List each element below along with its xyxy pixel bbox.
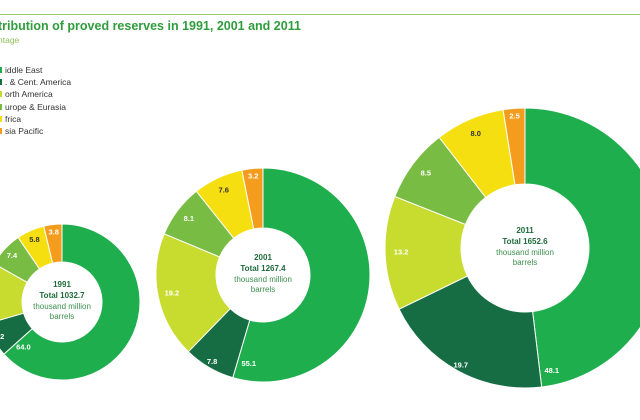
slice-2001-north-america — [155, 233, 231, 353]
legend-label-north-america: orth America — [5, 89, 53, 100]
legend-item-s-cent-america: . & Cent. America — [0, 76, 71, 88]
value-label-2001-europe-eurasia: 8.1 — [184, 214, 194, 223]
legend: iddle East . & Cent. America orth Americ… — [0, 64, 71, 137]
center-unit-line2-2011: barrels — [513, 258, 537, 267]
legend-item-asia-pacific: sia Pacific — [0, 125, 71, 137]
slice-1991-middle-east — [3, 223, 141, 381]
value-label-1991-asia-pacific: 3.8 — [49, 227, 59, 236]
donut-1991: 64.0 7.2 7.4 5.8 3.8 1991 Total 1032.7 thousand… — [0, 223, 141, 381]
legend-label-africa: frica — [5, 113, 22, 124]
value-label-2011-middle-east: 48.1 — [544, 366, 559, 375]
value-label-1991-s-cent-america: 7.2 — [0, 332, 4, 341]
legend-swatch-asia-pacific — [0, 128, 2, 135]
slice-2011-middle-east — [524, 107, 640, 388]
legend-item-africa: frica — [0, 113, 71, 125]
legend-item-north-america: orth America — [0, 88, 71, 100]
legend-swatch-africa — [0, 115, 2, 122]
legend-label-s-cent-america: . & Cent. America — [5, 77, 72, 88]
chart-title: tribution of proved reserves in 1991, 20… — [0, 19, 301, 33]
value-label-1991-africa: 5.8 — [29, 235, 39, 244]
legend-label-middle-east: iddle East — [5, 65, 43, 76]
donut-2001: 55.1 7.8 19.2 8.1 7.6 3.2 2001 Total 1267.4 thou… — [155, 167, 371, 383]
value-label-1991-europe-eurasia: 7.4 — [7, 251, 18, 260]
center-year-2011: 2011 — [516, 226, 534, 235]
header-rule — [0, 14, 640, 15]
legend-swatch-europe-eurasia — [0, 103, 2, 110]
center-total-2001: Total 1267.4 — [240, 264, 286, 273]
slice-2001-asia-pacific — [241, 167, 264, 230]
center-unit-line1-2011: thousand million — [496, 248, 554, 257]
legend-swatch-middle-east — [0, 67, 2, 74]
value-label-2011-north-america: 13.2 — [394, 248, 409, 257]
value-label-1991-middle-east: 64.0 — [16, 342, 31, 351]
center-year-1991: 1991 — [53, 280, 71, 289]
slice-2011-asia-pacific — [502, 107, 526, 186]
slice-1991-asia-pacific — [43, 223, 63, 264]
center-unit-line1-2001: thousand million — [234, 275, 292, 284]
legend-swatch-s-cent-america — [0, 79, 2, 86]
value-label-2001-africa: 7.6 — [219, 186, 229, 195]
center-unit-line2-2001: barrels — [251, 285, 275, 294]
slice-2011-s-cent-america — [398, 275, 543, 389]
center-total-1991: Total 1032.7 — [39, 291, 85, 300]
value-label-2011-asia-pacific: 2.5 — [509, 111, 519, 120]
legend-label-europe-eurasia: urope & Eurasia — [5, 101, 66, 112]
center-year-2001: 2001 — [254, 253, 272, 262]
legend-label-asia-pacific: sia Pacific — [5, 126, 44, 137]
value-label-2011-s-cent-america: 19.7 — [454, 361, 469, 370]
center-total-2011: Total 1652.6 — [502, 237, 548, 246]
donut-2011: 48.1 19.7 13.2 8.5 8.0 2.5 2011 Total 1652.6 tho… — [384, 107, 640, 389]
value-label-2001-s-cent-america: 7.8 — [207, 357, 217, 366]
legend-swatch-north-america — [0, 91, 2, 98]
slice-1991-north-america — [0, 266, 28, 321]
value-label-2011-africa: 8.0 — [471, 129, 481, 138]
legend-item-europe-eurasia: urope & Eurasia — [0, 101, 71, 113]
value-label-2011-europe-eurasia: 8.5 — [421, 169, 431, 178]
center-unit-line1-1991: thousand million — [33, 302, 91, 311]
center-unit-line2-1991: barrels — [50, 312, 74, 321]
value-label-2001-asia-pacific: 3.2 — [248, 171, 258, 180]
value-label-2001-north-america: 19.2 — [165, 289, 180, 298]
legend-item-middle-east: iddle East — [0, 64, 71, 76]
slice-2001-middle-east — [232, 167, 371, 383]
chart-subtitle: ntage — [0, 35, 20, 45]
value-label-2001-middle-east: 55.1 — [241, 359, 256, 368]
